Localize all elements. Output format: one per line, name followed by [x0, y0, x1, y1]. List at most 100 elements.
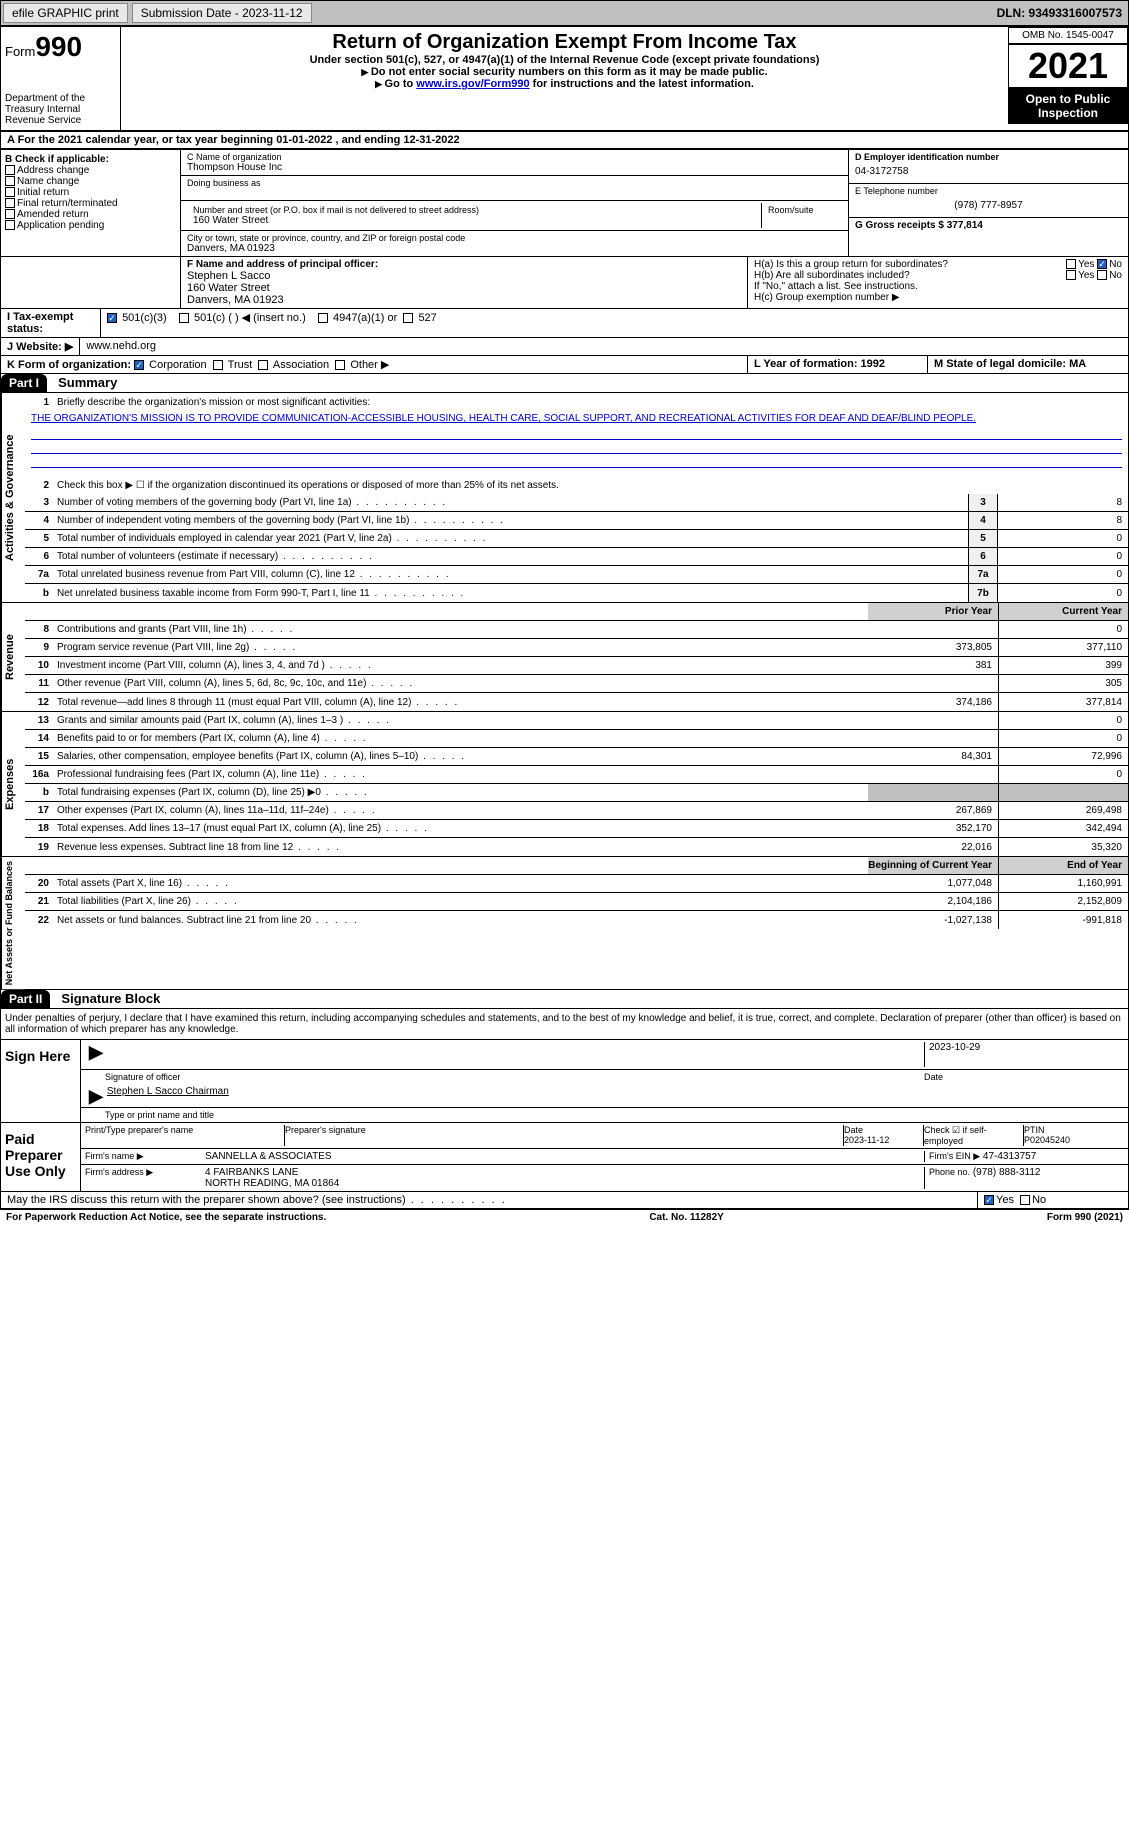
part1-header-row: Part I Summary: [0, 374, 1129, 393]
checkbox-application-pending[interactable]: [5, 220, 15, 230]
city-label: City or town, state or province, country…: [187, 233, 842, 243]
checkbox-amended-return[interactable]: [5, 209, 15, 219]
table-row: 11Other revenue (Part VIII, column (A), …: [25, 675, 1128, 693]
website-value: www.nehd.org: [80, 338, 1128, 355]
mission-line-1: [31, 426, 1122, 440]
street-label: Number and street (or P.O. box if mail i…: [193, 205, 755, 215]
section-j-row: J Website: ▶ www.nehd.org: [0, 338, 1129, 356]
form-number: Form990: [5, 31, 116, 63]
ein-label: D Employer identification number: [855, 152, 1122, 162]
table-row: 21Total liabilities (Part X, line 26)2,1…: [25, 893, 1128, 911]
org-name-label: C Name of organization: [187, 152, 842, 162]
trust-checkbox[interactable]: [213, 360, 223, 370]
row-a-calendar: A For the 2021 calendar year, or tax yea…: [0, 131, 1129, 149]
4947-checkbox[interactable]: [318, 313, 328, 323]
part1-badge: Part I: [1, 374, 47, 392]
dba-label: Doing business as: [187, 178, 842, 188]
section-b: B Check if applicable: Address change Na…: [1, 150, 181, 256]
state-domicile: M State of legal domicile: MA: [928, 356, 1128, 373]
date-label: Date: [924, 1072, 1124, 1082]
part1-revenue: Revenue Prior Year Current Year 8Contrib…: [0, 603, 1129, 712]
501c3-checkbox[interactable]: [107, 313, 117, 323]
paid-preparer-section: Paid Preparer Use Only Print/Type prepar…: [0, 1123, 1129, 1192]
footer-center: Cat. No. 11282Y: [649, 1212, 723, 1223]
assoc-checkbox[interactable]: [258, 360, 268, 370]
city-value: Danvers, MA 01923: [187, 243, 842, 254]
checkbox-initial-return[interactable]: [5, 187, 15, 197]
firm-name-label: Firm's name ▶: [85, 1151, 205, 1162]
website-label: J Website: ▶: [1, 338, 80, 355]
table-row: 9Program service revenue (Part VIII, lin…: [25, 639, 1128, 657]
ha-no-checkbox[interactable]: [1097, 259, 1107, 269]
officer-label: F Name and address of principal officer:: [187, 259, 741, 270]
501c-checkbox[interactable]: [179, 313, 189, 323]
phone-value: (978) 777-8957: [855, 196, 1122, 215]
table-row: 3Number of voting members of the governi…: [25, 494, 1128, 512]
officer-street: 160 Water Street: [187, 282, 741, 294]
table-row: bTotal fundraising expenses (Part IX, co…: [25, 784, 1128, 802]
ein-value: 04-3172758: [855, 162, 1122, 181]
footer: For Paperwork Reduction Act Notice, see …: [0, 1209, 1129, 1225]
hb-yes-checkbox[interactable]: [1066, 270, 1076, 280]
room-label: Room/suite: [768, 205, 836, 215]
mission-line-3: [31, 454, 1122, 468]
hb-no-checkbox[interactable]: [1097, 270, 1107, 280]
table-row: 17Other expenses (Part IX, column (A), l…: [25, 802, 1128, 820]
form-header: Form990 Department of the Treasury Inter…: [0, 26, 1129, 131]
prep-name-label: Print/Type preparer's name: [85, 1125, 285, 1146]
part1-title: Summary: [50, 375, 117, 390]
checkbox-name-change[interactable]: [5, 176, 15, 186]
firm-addr1: 4 FAIRBANKS LANE: [205, 1167, 298, 1178]
discuss-no-checkbox[interactable]: [1020, 1195, 1030, 1205]
officer-name: Stephen L Sacco: [187, 270, 741, 282]
sig-arrow-1: ▶: [85, 1042, 107, 1067]
sig-arrow-2: ▶: [85, 1086, 107, 1105]
mission-line-2: [31, 440, 1122, 454]
form-org-label: K Form of organization:: [7, 359, 131, 371]
subtitle-2: Do not enter social security numbers on …: [129, 66, 1000, 78]
prep-date: 2023-11-12: [844, 1135, 889, 1145]
officer-city: Danvers, MA 01923: [187, 294, 741, 306]
checkbox-address-change[interactable]: [5, 165, 15, 175]
irs-link[interactable]: www.irs.gov/Form990: [416, 78, 529, 90]
section-i-row: I Tax-exempt status: 501(c)(3) 501(c) ( …: [0, 309, 1129, 338]
discuss-yes-checkbox[interactable]: [984, 1195, 994, 1205]
table-row: 16aProfessional fundraising fees (Part I…: [25, 766, 1128, 784]
table-row: 22Net assets or fund balances. Subtract …: [25, 911, 1128, 929]
table-row: 18Total expenses. Add lines 13–17 (must …: [25, 820, 1128, 838]
other-checkbox[interactable]: [335, 360, 345, 370]
footer-right: Form 990 (2021): [1047, 1212, 1123, 1223]
line-1-text: Briefly describe the organization's miss…: [53, 396, 1128, 409]
side-net-assets: Net Assets or Fund Balances: [1, 857, 25, 989]
discuss-row: May the IRS discuss this return with the…: [0, 1192, 1129, 1209]
part1-expenses: Expenses 13Grants and similar amounts pa…: [0, 712, 1129, 857]
officer-printed-name: Stephen L Sacco Chairman: [107, 1086, 1124, 1105]
discuss-text: May the IRS discuss this return with the…: [1, 1192, 978, 1208]
section-c: C Name of organization Thompson House In…: [181, 150, 848, 256]
527-checkbox[interactable]: [403, 313, 413, 323]
footer-left: For Paperwork Reduction Act Notice, see …: [6, 1212, 326, 1223]
subtitle-3: Go to www.irs.gov/Form990 for instructio…: [129, 78, 1000, 90]
submission-date-button[interactable]: Submission Date - 2023-11-12: [132, 3, 312, 23]
main-info-grid: B Check if applicable: Address change Na…: [0, 149, 1129, 257]
table-row: 20Total assets (Part X, line 16)1,077,04…: [25, 875, 1128, 893]
side-activities: Activities & Governance: [1, 393, 25, 602]
corp-checkbox[interactable]: [134, 360, 144, 370]
omb-number: OMB No. 1545-0047: [1008, 27, 1128, 44]
efile-print-button[interactable]: efile GRAPHIC print: [3, 3, 128, 23]
check-self-employed: Check ☑ if self-employed: [924, 1125, 1024, 1146]
sig-date: 2023-10-29: [924, 1042, 1124, 1067]
side-revenue: Revenue: [1, 603, 25, 711]
street-value: 160 Water Street: [193, 215, 755, 226]
inspection-label: Open to Public Inspection: [1008, 88, 1128, 124]
table-row: 13Grants and similar amounts paid (Part …: [25, 712, 1128, 730]
col-current-year: Current Year: [998, 603, 1128, 620]
type-name-label: Type or print name and title: [105, 1110, 214, 1120]
part1-activities: Activities & Governance 1 Briefly descri…: [0, 393, 1129, 603]
ha-yes-checkbox[interactable]: [1066, 259, 1076, 269]
sign-here-section: Sign Here ▶ 2023-10-29 Signature of offi…: [0, 1040, 1129, 1123]
checkbox-final-return[interactable]: [5, 198, 15, 208]
table-row: 4Number of independent voting members of…: [25, 512, 1128, 530]
col-prior-year: Prior Year: [868, 603, 998, 620]
firm-addr2: NORTH READING, MA 01864: [205, 1178, 339, 1189]
